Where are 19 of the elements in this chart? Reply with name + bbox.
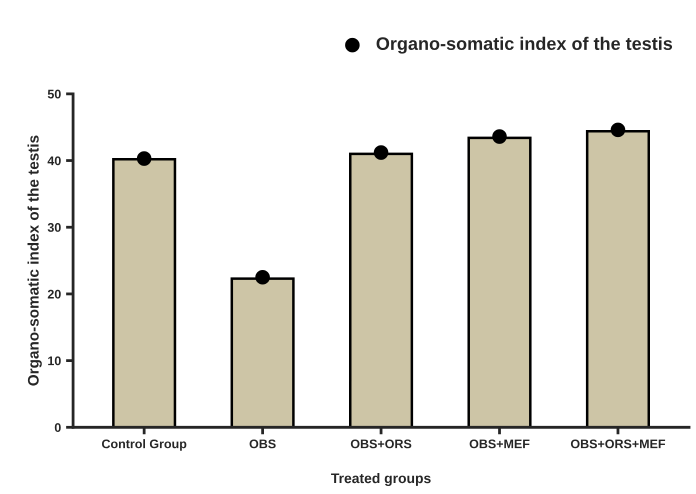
y-axis-title: Organo-somatic index of the testis: [28, 136, 42, 386]
x-tick-label: OBS+MEF: [470, 439, 530, 448]
point: [374, 145, 388, 160]
point: [255, 270, 270, 285]
y-tick-label: 0: [54, 423, 61, 432]
point: [492, 129, 507, 144]
y-tick-label: 30: [48, 223, 61, 232]
y-tick-label: 20: [48, 290, 61, 299]
x-axis-title: Treated groups: [331, 472, 431, 486]
x-tick-label: OBS+ORS+MEF: [570, 439, 666, 448]
legend-label: Organo-somatic index of the testis: [376, 36, 672, 54]
y-tick-label: 50: [48, 90, 61, 99]
x-tick-label: Control Group: [102, 439, 186, 451]
y-tick-label: 40: [48, 156, 61, 166]
x-tick-label: OBS+ORS: [350, 439, 412, 448]
point: [610, 122, 626, 138]
x-tick-label: OBS: [250, 439, 276, 448]
point: [136, 151, 152, 166]
y-tick-label: 10: [48, 356, 61, 366]
